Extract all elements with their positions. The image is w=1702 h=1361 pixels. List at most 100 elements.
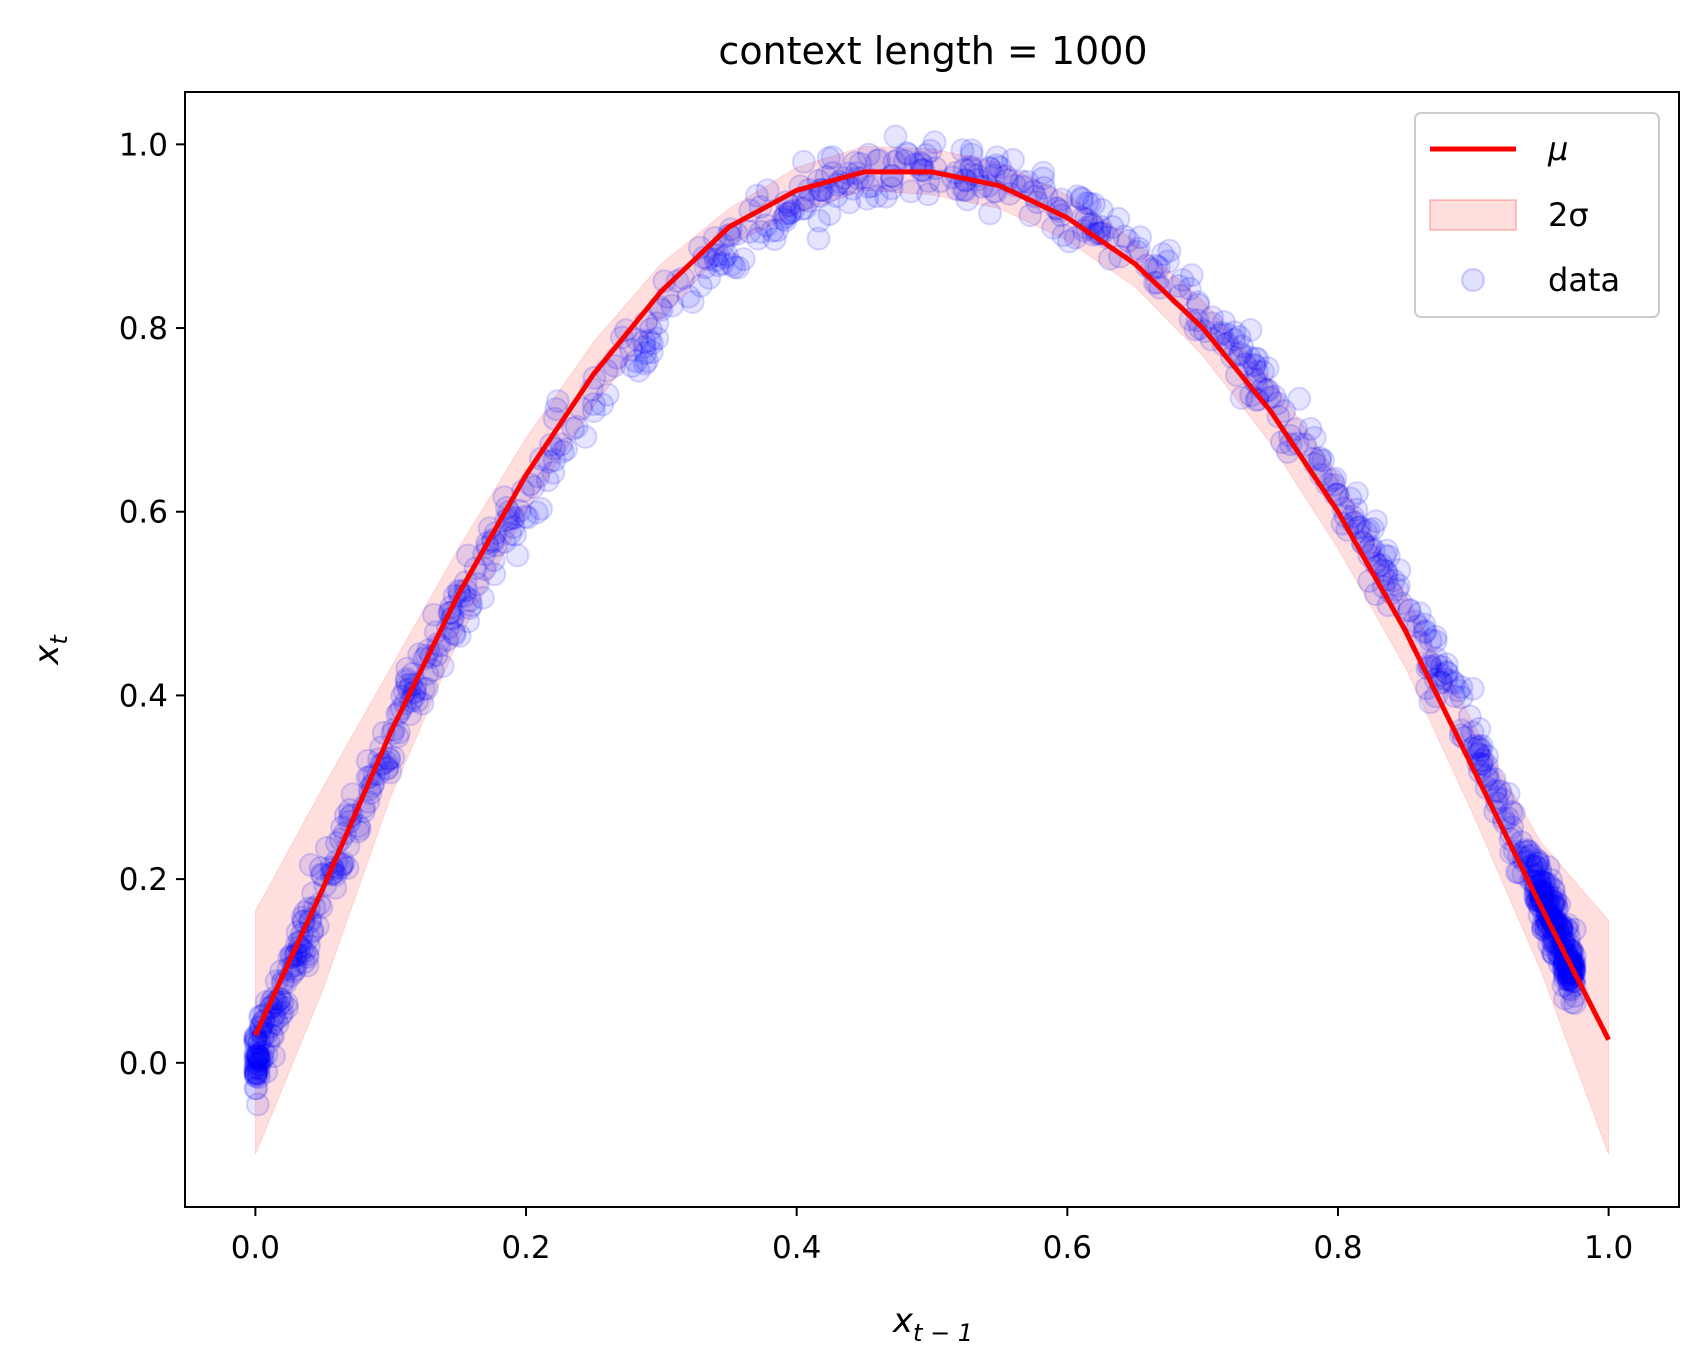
data-point [879,176,904,201]
data-point [244,1061,268,1086]
data-point [874,184,898,209]
data-point [619,354,644,378]
data-point [1345,481,1369,506]
data-point [442,622,467,647]
data-point [745,183,769,208]
data-point [1496,781,1521,806]
data-point [860,174,885,198]
y-tick-label: 0.6 [119,495,168,531]
data-point [894,141,919,166]
data-point [1146,255,1171,280]
data-point [1385,577,1410,602]
data-point [1551,973,1576,998]
data-point [243,1040,268,1065]
data-point [254,1059,279,1084]
data-point [1474,753,1499,778]
data-point [697,265,722,290]
data-point [978,201,1002,226]
data-point [1116,228,1141,253]
data-point [1041,215,1066,240]
data-point [1475,744,1499,769]
data-point [1468,737,1493,762]
x-tick-label: 0.2 [501,1230,550,1266]
data-point [378,760,403,785]
data-point [1555,918,1580,943]
data-point [1227,325,1252,349]
data-point [498,521,523,546]
data-point [1311,448,1336,473]
data-point [634,349,659,374]
data-point [1323,466,1348,491]
data-point [247,1047,272,1072]
data-point [883,124,908,149]
data-point [1177,276,1202,301]
data-point [244,1026,269,1051]
data-point [1488,779,1513,804]
data-point [1356,518,1381,542]
data-point [245,1043,270,1068]
data-point [1170,268,1195,292]
data-point [796,188,821,213]
data-point [639,331,664,356]
data-point [692,245,716,270]
data-point [1228,341,1253,365]
data-point [1403,609,1427,634]
data-point [430,654,455,679]
data-point [1353,519,1378,544]
data-point [1242,352,1267,377]
data-point [773,204,797,229]
data-point [1397,597,1422,622]
data-point [1238,318,1263,342]
data-point [1407,601,1432,626]
data-point [1541,889,1566,914]
data-point [1405,614,1430,639]
sigma-band [254,145,1610,1155]
data-point [1364,509,1388,534]
data-point [244,1064,268,1089]
data-point [246,1056,271,1081]
data-point [245,1045,270,1070]
legend-mu-label: μ [1547,130,1568,168]
data-point [1015,169,1040,194]
data-point [244,1061,268,1086]
data-point [1434,667,1459,692]
data-point [243,1050,268,1075]
data-point [977,155,1002,180]
data-point [507,498,532,523]
data-point [261,1024,285,1049]
data-point [456,609,481,634]
legend-sigma-label: 2σ [1548,196,1589,234]
data-point [1308,446,1333,470]
data-point [632,351,657,376]
data-point [625,327,650,352]
data-point [1179,263,1204,288]
data-point [824,184,849,209]
data-point [582,392,606,417]
data-point [1112,224,1137,249]
data-point [840,176,865,201]
data-point [1434,660,1459,684]
data-point [1322,472,1347,497]
mu-line [253,169,1611,1041]
data-point [959,138,984,163]
data-point [1533,871,1558,896]
data-point [458,588,483,613]
data-point [855,186,880,211]
data-point [1412,612,1437,637]
data-point [248,1049,272,1073]
data-point [295,945,320,969]
data-point [632,335,657,359]
data-point [1397,598,1422,623]
data-point [246,1065,271,1090]
data-point [1460,720,1485,745]
data-point [760,218,785,243]
legend-sigma-swatch [1429,199,1517,231]
data-point [247,1044,271,1069]
data-point [1209,320,1234,345]
data-point [1449,675,1474,700]
data-point [1344,497,1369,522]
data-point [1528,860,1553,885]
data-point [590,392,615,417]
y-tick-label: 0.8 [119,311,168,347]
data-point [1222,320,1247,345]
